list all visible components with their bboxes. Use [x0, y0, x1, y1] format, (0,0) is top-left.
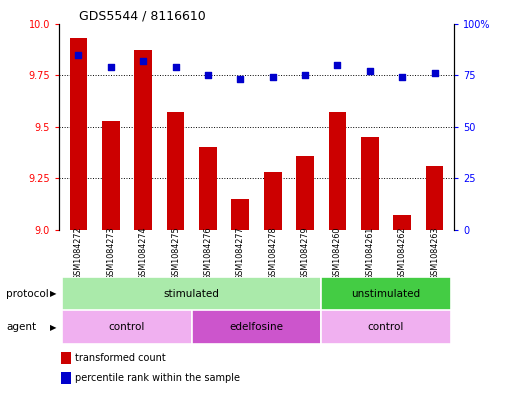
Point — [430, 70, 439, 76]
Bar — [296, 156, 314, 230]
Text: control: control — [109, 322, 145, 332]
Point — [139, 58, 147, 64]
Bar — [321, 277, 451, 310]
Text: GSM1084262: GSM1084262 — [398, 227, 407, 280]
Bar — [426, 166, 443, 230]
Bar — [62, 310, 192, 344]
Text: GSM1084272: GSM1084272 — [74, 227, 83, 280]
Point — [333, 62, 342, 68]
Bar — [62, 277, 321, 310]
Bar — [61, 372, 71, 384]
Point — [269, 74, 277, 81]
Bar — [393, 215, 411, 230]
Text: GSM1084260: GSM1084260 — [333, 227, 342, 280]
Bar — [192, 310, 321, 344]
Bar — [321, 310, 451, 344]
Bar — [102, 121, 120, 230]
Text: GSM1084274: GSM1084274 — [139, 227, 148, 280]
Bar — [328, 112, 346, 230]
Bar — [361, 137, 379, 230]
Bar — [264, 172, 282, 230]
Text: edelfosine: edelfosine — [229, 322, 284, 332]
Text: GSM1084275: GSM1084275 — [171, 227, 180, 280]
Text: transformed count: transformed count — [75, 353, 166, 363]
Text: ▶: ▶ — [50, 290, 57, 298]
Text: control: control — [368, 322, 404, 332]
Text: GSM1084278: GSM1084278 — [268, 227, 277, 280]
Point — [171, 64, 180, 70]
Bar — [199, 147, 217, 230]
Text: GSM1084279: GSM1084279 — [301, 227, 309, 280]
Text: protocol: protocol — [6, 289, 49, 299]
Bar — [70, 38, 87, 230]
Text: agent: agent — [6, 322, 36, 332]
Point — [366, 68, 374, 74]
Text: ▶: ▶ — [50, 323, 57, 332]
Text: percentile rank within the sample: percentile rank within the sample — [75, 373, 240, 383]
Text: GSM1084277: GSM1084277 — [236, 227, 245, 280]
Text: GSM1084276: GSM1084276 — [204, 227, 212, 280]
Bar — [167, 112, 185, 230]
Bar — [61, 352, 71, 364]
Bar — [231, 199, 249, 230]
Text: GSM1084261: GSM1084261 — [365, 227, 374, 280]
Point — [398, 74, 406, 81]
Text: GDS5544 / 8116610: GDS5544 / 8116610 — [79, 9, 206, 22]
Text: GSM1084273: GSM1084273 — [106, 227, 115, 280]
Text: unstimulated: unstimulated — [351, 289, 421, 299]
Text: stimulated: stimulated — [164, 289, 220, 299]
Bar — [134, 50, 152, 230]
Point — [301, 72, 309, 78]
Point — [107, 64, 115, 70]
Point — [236, 76, 244, 83]
Point — [204, 72, 212, 78]
Point — [74, 51, 83, 58]
Text: GSM1084263: GSM1084263 — [430, 227, 439, 280]
